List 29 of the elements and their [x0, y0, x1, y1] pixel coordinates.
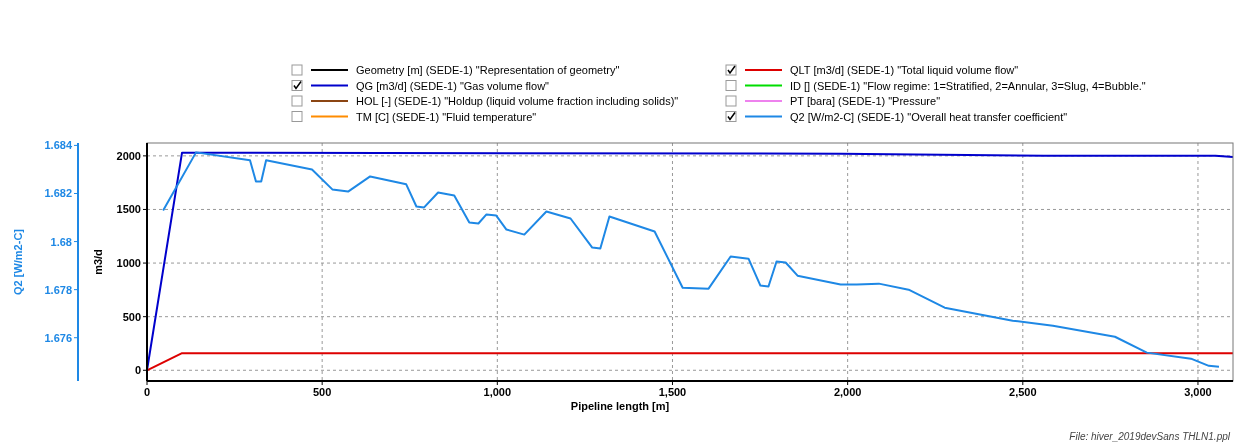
legend-label: ID [] (SEDE-1) "Flow regime: 1=Stratified, 2=Annular, 3=Slug, 4=Bubble."	[790, 79, 1146, 92]
y2-tick-label: 1.684	[44, 139, 73, 152]
y2-tick-label: 1.676	[44, 331, 72, 344]
y-axis-title: m3/d	[92, 249, 104, 275]
x-tick-label: 2,500	[1009, 386, 1037, 398]
x-tick-label: 500	[312, 386, 332, 398]
legend-label: TM [C] (SEDE-1) "Fluid temperature"	[356, 110, 537, 123]
text: File: hiver_2019devSans THLN1.ppl	[1069, 431, 1231, 442]
x-tick-label: 1,500	[658, 386, 687, 398]
y-tick-label: 2000	[116, 149, 141, 162]
legend-label: PT [bara] (SEDE-1) "Pressure"	[790, 95, 941, 107]
y2-axis-title: Q2 [W/m2-C]	[12, 228, 24, 295]
x-tick-label: 2,000	[833, 386, 862, 398]
x-axis-title: Pipeline length [m]	[570, 400, 670, 412]
legend-label: Q2 [W/m2-C] (SEDE-1) "Overall heat transfer coefficient"	[790, 110, 1068, 123]
y-tick-label: 1500	[116, 203, 141, 216]
y-tick-label: 500	[122, 310, 141, 323]
legend-label: QG [m3/d] (SEDE-1) "Gas volume flow"	[356, 79, 550, 92]
y2-tick-label: 1.682	[44, 187, 72, 200]
legend-label: Geometry [m] (SEDE-1) "Representation of geometry"	[356, 64, 620, 76]
x-tick-label: 3,000	[1184, 386, 1212, 398]
y2-tick-label: 1.678	[44, 283, 72, 296]
x-tick-label: 0	[143, 386, 151, 398]
x-tick-label: 1,000	[483, 386, 512, 398]
legend-label: HOL [-] (SEDE-1) "Holdup (liquid volume fraction including solids)"	[356, 95, 679, 107]
y-tick-label: 0	[134, 364, 141, 377]
y2-tick-label: 1.68	[50, 235, 72, 248]
y-tick-label: 1000	[116, 257, 141, 270]
legend-label: QLT [m3/d] (SEDE-1) "Total liquid volume flow"	[790, 64, 1019, 76]
